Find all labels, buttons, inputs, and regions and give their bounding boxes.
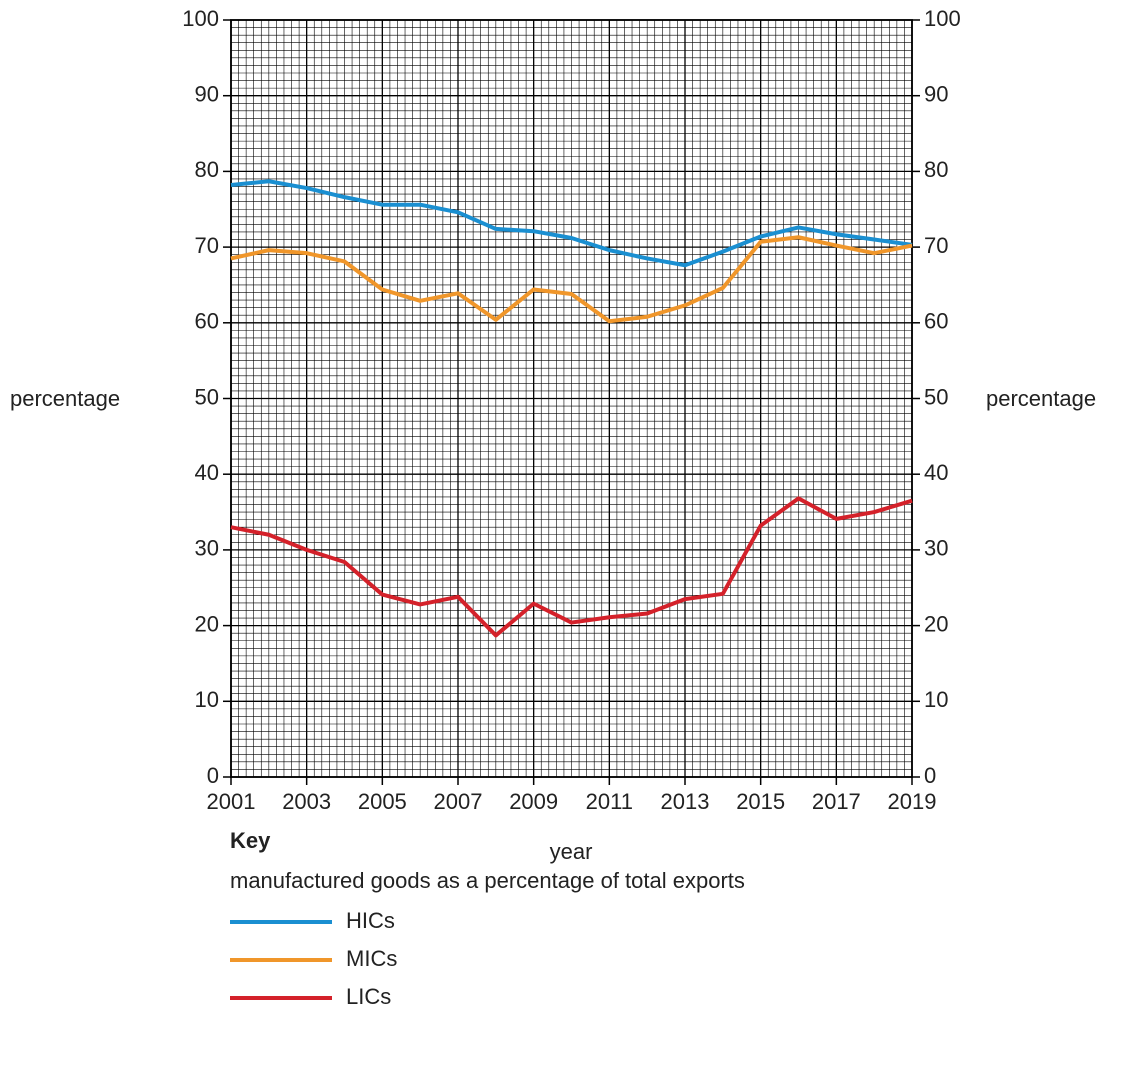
x-tick-label: 2011 bbox=[586, 789, 633, 814]
y2-tick-label: 80 bbox=[924, 157, 948, 182]
x-tick-label: 2017 bbox=[812, 789, 861, 814]
x-tick-label: 2007 bbox=[434, 789, 483, 814]
y2-tick-label: 10 bbox=[924, 687, 948, 712]
y-tick-label: 90 bbox=[195, 82, 219, 107]
legend-label: LICs bbox=[346, 984, 391, 1009]
legend-title: Key bbox=[230, 828, 271, 853]
y2-tick-label: 90 bbox=[924, 82, 948, 107]
data-line bbox=[230, 179, 913, 268]
y2-tick-label: 30 bbox=[924, 536, 948, 561]
x-tick-label: 2009 bbox=[509, 789, 558, 814]
y2-tick-label: 100 bbox=[924, 6, 961, 31]
x-tick-label: 2005 bbox=[358, 789, 407, 814]
y-tick-label: 40 bbox=[195, 460, 219, 485]
x-tick-label: 2015 bbox=[736, 789, 785, 814]
legend-subtitle: manufactured goods as a percentage of to… bbox=[230, 868, 745, 893]
y-tick-label: 20 bbox=[195, 611, 219, 636]
y-tick-label: 10 bbox=[195, 687, 219, 712]
y-tick-label: 30 bbox=[195, 536, 219, 561]
y2-tick-label: 0 bbox=[924, 763, 936, 788]
plot-frame bbox=[230, 19, 913, 778]
y2-tick-label: 70 bbox=[924, 233, 948, 258]
y2-tick-label: 50 bbox=[924, 384, 948, 409]
y2-axis-label: percentage bbox=[986, 386, 1096, 411]
x-tick-label: 2013 bbox=[661, 789, 710, 814]
x-tick-label: 2001 bbox=[207, 789, 256, 814]
legend-label: HICs bbox=[346, 908, 395, 933]
y-tick-label: 70 bbox=[195, 233, 219, 258]
y2-tick-label: 20 bbox=[924, 611, 948, 636]
y-tick-label: 60 bbox=[195, 309, 219, 334]
y2-tick-label: 40 bbox=[924, 460, 948, 485]
x-axis-label: year bbox=[550, 839, 593, 864]
y2-tick-label: 60 bbox=[924, 309, 948, 334]
y-tick-label: 50 bbox=[195, 384, 219, 409]
x-tick-label: 2019 bbox=[888, 789, 937, 814]
y-axis-label: percentage bbox=[10, 386, 120, 411]
data-line bbox=[230, 496, 913, 638]
y-tick-label: 0 bbox=[207, 763, 219, 788]
y-tick-label: 80 bbox=[195, 157, 219, 182]
x-tick-label: 2003 bbox=[282, 789, 331, 814]
data-line bbox=[230, 235, 913, 324]
y-tick-label: 100 bbox=[182, 6, 219, 31]
legend-label: MICs bbox=[346, 946, 397, 971]
